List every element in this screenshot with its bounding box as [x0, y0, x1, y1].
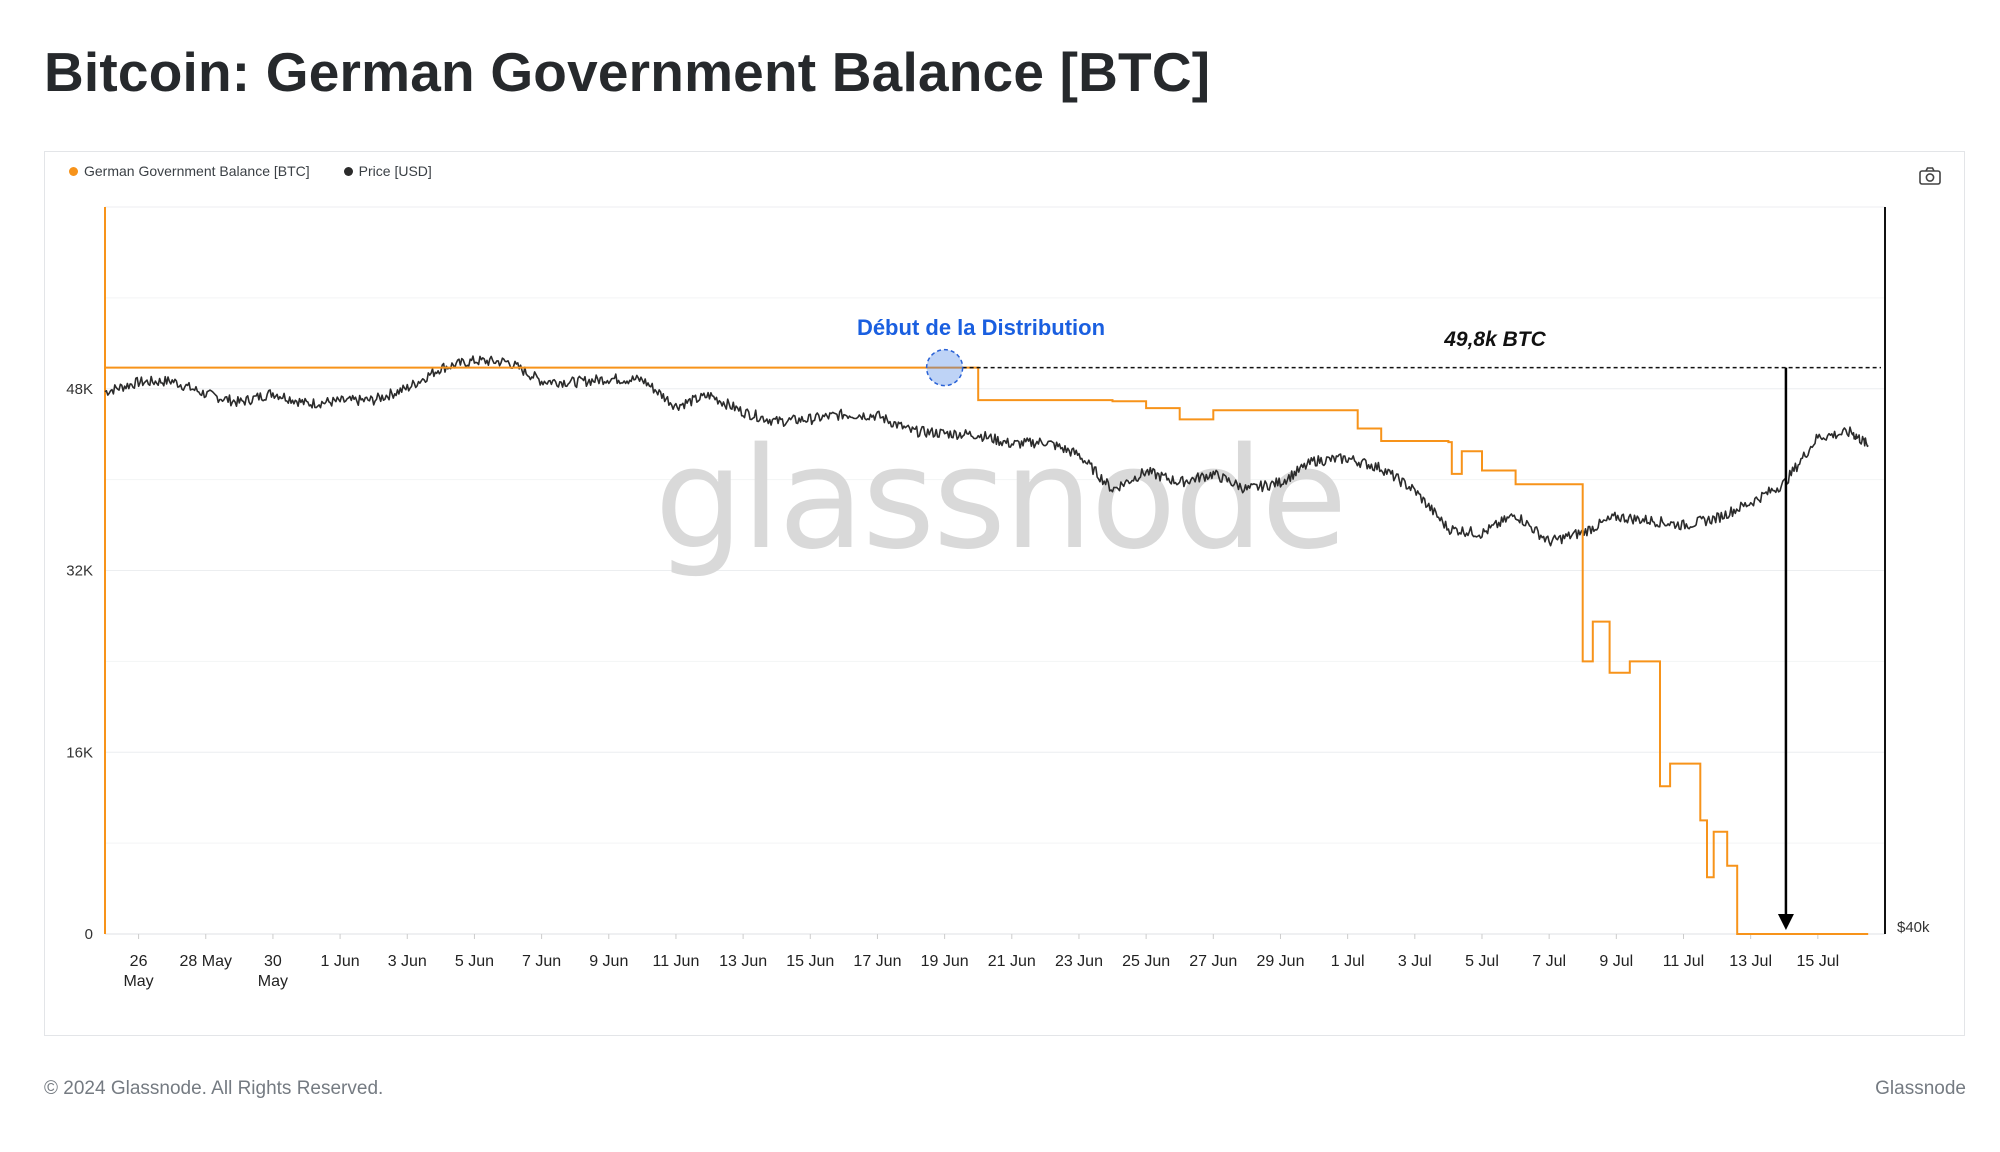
- x-tick-label: 5 Jun: [455, 953, 494, 970]
- x-tick-label: 19 Jun: [921, 953, 969, 970]
- x-tick-label: 5 Jul: [1465, 953, 1499, 970]
- legend-label-balance: German Government Balance [BTC]: [84, 163, 310, 179]
- chart-legend: German Government Balance [BTC] Price [U…: [69, 163, 432, 179]
- camera-icon[interactable]: [1918, 166, 1942, 186]
- y-tick-label: 0: [85, 926, 93, 943]
- x-tick-label: 3 Jul: [1398, 953, 1432, 970]
- x-tick-label: 11 Jun: [653, 953, 700, 970]
- annotation-distribution-marker: [925, 348, 964, 387]
- y-tick-label: 48K: [66, 381, 93, 398]
- legend-item-price[interactable]: Price [USD]: [343, 163, 432, 179]
- chart-annotations: Début de la Distribution 49,8k BTC: [857, 315, 1881, 930]
- x-tick-label: 15 Jul: [1796, 953, 1839, 970]
- x-tick-label: 21 Jun: [988, 953, 1036, 970]
- x-axis-ticks: 26 May 28 May 30 May 1 Jun 3 Jun 5 Jun 7 Jun 9 Ju…: [123, 934, 1839, 990]
- x-tick-label: 25 Jun: [1122, 953, 1170, 970]
- legend-dot-price: [343, 166, 353, 176]
- x-tick-label: 1 Jul: [1331, 953, 1365, 970]
- y-right-tick-label: $40k: [1897, 919, 1930, 936]
- x-tick-label: 29 Jun: [1256, 953, 1304, 970]
- x-tick-label: 7 Jun: [522, 953, 561, 970]
- x-tick-label: 13 Jul: [1729, 953, 1772, 970]
- x-tick-label: 9 Jul: [1599, 953, 1633, 970]
- x-tick-label: 13 Jun: [719, 953, 767, 970]
- chart-plot: glassnode 0 16K 32K 48K $40k 26 May 28 May 30 Ma…: [66, 206, 1930, 990]
- x-tick-label: 17 Jun: [853, 953, 901, 970]
- x-tick-label: 7 Jul: [1532, 953, 1566, 970]
- page-title: Bitcoin: German Government Balance [BTC]: [44, 41, 1211, 103]
- footer-copyright: © 2024 Glassnode. All Rights Reserved.: [44, 1078, 384, 1099]
- watermark: glassnode: [655, 418, 1346, 581]
- annotation-arrow-head: [1777, 914, 1794, 930]
- series-line-price: [104, 355, 1869, 547]
- series-line-balance: [105, 366, 1869, 935]
- y-axis-ticks: 0 16K 32K 48K $40k: [66, 381, 1930, 943]
- x-tick-label: 1 Jun: [321, 953, 360, 970]
- legend-label-price: Price [USD]: [358, 163, 432, 179]
- x-tick-label: 3 Jun: [388, 953, 427, 970]
- x-tick-label: 28 May: [180, 953, 232, 970]
- y-tick-label: 32K: [66, 563, 93, 580]
- x-tick-label: 15 Jun: [786, 953, 834, 970]
- x-tick-label: 26 May: [123, 953, 153, 990]
- chart-card: German Government Balance [BTC] Price [U…: [44, 151, 1965, 1036]
- x-tick-label: 11 Jul: [1663, 953, 1705, 970]
- x-tick-label: 27 Jun: [1189, 953, 1237, 970]
- x-tick-label: 23 Jun: [1055, 953, 1103, 970]
- y-tick-label: 16K: [66, 744, 93, 761]
- annotation-distribution-start: Début de la Distribution: [857, 315, 1105, 340]
- legend-item-balance[interactable]: German Government Balance [BTC]: [69, 163, 310, 179]
- x-tick-label: 30 May: [258, 953, 288, 990]
- annotation-amount: 49,8k BTC: [1443, 328, 1546, 351]
- legend-dot-balance: [69, 166, 78, 176]
- x-tick-label: 9 Jun: [589, 953, 628, 970]
- footer-brand: Glassnode: [1875, 1078, 1966, 1099]
- chart-series: [104, 355, 1869, 935]
